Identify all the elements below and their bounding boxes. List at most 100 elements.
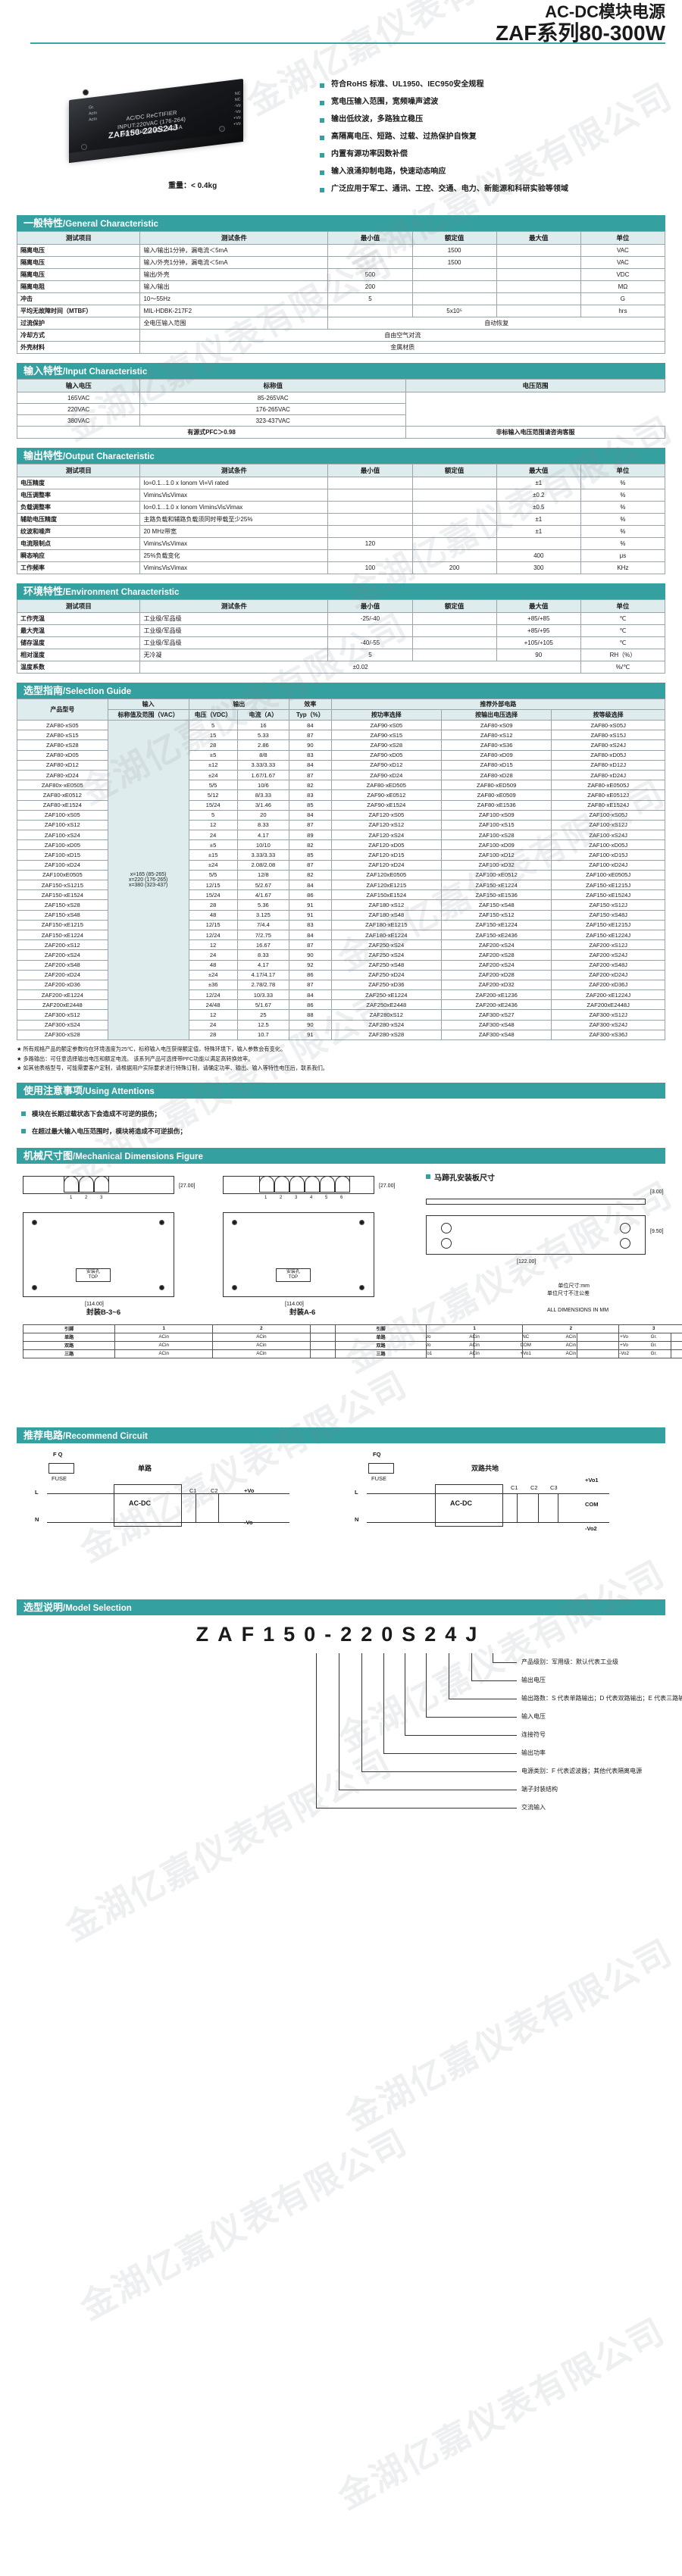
using-attentions-list: 模块在长期过载状态下会造成不可逆的损伤； 在超过最大输入电压范围时，模块将造成不… bbox=[17, 1109, 665, 1136]
bullet-square-icon bbox=[320, 170, 324, 175]
cell-model: ZAF300-xS28 bbox=[17, 1029, 108, 1041]
table-row: ZAF80-xD24 ±24 1.67/1.67 87 ZAF90-xD24 ZAF80-… bbox=[17, 769, 665, 781]
cell: hrs bbox=[580, 305, 666, 317]
cell-model: ZAF80-xE0512 bbox=[17, 789, 108, 801]
band-title-en: /Input Characteristic bbox=[63, 367, 148, 377]
cell: 金属材质 bbox=[139, 341, 665, 354]
cell: 90 bbox=[496, 649, 581, 661]
table-header-row: 产品型号 输入 输出 效率 推荐外部电路 bbox=[17, 699, 666, 721]
mounting-hole-icon bbox=[441, 1237, 452, 1249]
bullet-square-icon bbox=[320, 83, 324, 88]
pin-cell: ACin bbox=[425, 1349, 524, 1358]
screw-icon bbox=[359, 1219, 364, 1225]
cell: 过流保护 bbox=[16, 317, 141, 330]
band-title-cn: 一般特性 bbox=[23, 217, 64, 229]
cell: 88 bbox=[289, 1009, 332, 1021]
cell: ZAF200-xD32 bbox=[440, 979, 552, 991]
cell: ZAF90-xE0512 bbox=[330, 789, 442, 801]
cell: 3/1.46 bbox=[236, 799, 290, 811]
cell: ZAF80-xD09 bbox=[440, 749, 552, 761]
circuit-cap-wire-2 bbox=[538, 1493, 539, 1522]
note-line: ★ 如其他表格型号，可能需要客户定制，请根据用户实际要求进行特殊订制，请确定功率… bbox=[17, 1064, 328, 1072]
mounting-hole-icon bbox=[441, 1222, 452, 1233]
table-row: ZAF80-xE0512 5/12 8/3.33 83 ZAF90-xE0512 ZAF8… bbox=[17, 789, 665, 801]
cell: ZAF150-xE1224 bbox=[440, 919, 552, 930]
cell bbox=[411, 280, 497, 293]
cell bbox=[327, 477, 413, 489]
pin-label: +Vo bbox=[233, 121, 241, 127]
table-row: 隔离电阻 输入/输出 200 MΩ bbox=[16, 280, 666, 293]
circuit-left-title: 单路 bbox=[138, 1464, 152, 1472]
col-header-input: 输入 bbox=[107, 699, 189, 710]
cell: 87 bbox=[289, 859, 332, 871]
cell: 48 bbox=[188, 959, 238, 971]
circuit-cap-wire-2 bbox=[218, 1493, 219, 1522]
title-cn: AC-DC模块电源 bbox=[545, 2, 665, 21]
attention-item: 在超过最大输入电压范围时，模块将造成不可逆损伤； bbox=[21, 1127, 665, 1136]
cell: 纹波和噪声 bbox=[16, 525, 141, 538]
feature-text: 输出低纹波，多路独立稳压 bbox=[331, 115, 424, 123]
section-band-using-attentions: 使用注意事项/Using Attentions bbox=[17, 1082, 665, 1099]
cell: 8/8 bbox=[236, 749, 290, 761]
leader-line-vertical bbox=[383, 1652, 384, 1753]
cell: 10.7 bbox=[236, 1029, 290, 1041]
model-code-row: ZAF150-220S24J bbox=[17, 1623, 665, 1646]
circuit-fq-label: FQ bbox=[373, 1450, 381, 1458]
table-row: ZAF200-xS48 48 4.17 92 ZAF250-xS48 ZAF200-xS2… bbox=[17, 959, 665, 971]
cell-model: ZAF200-xS24 bbox=[17, 949, 108, 961]
bullet-square-icon bbox=[320, 153, 324, 158]
cell-model: ZAF150-xE1215 bbox=[17, 919, 108, 930]
table-row: 相对湿度 无冷凝 5 90 RH（%） bbox=[16, 649, 666, 661]
code-char: J bbox=[465, 1622, 486, 1646]
cell: ZAF80-xE1524J bbox=[551, 799, 665, 811]
cell: ZAF120-xD24 bbox=[330, 859, 442, 871]
cell-model: ZAF80-xE1524 bbox=[17, 799, 108, 811]
cell-model: ZAF100-xS05 bbox=[17, 809, 108, 821]
cell: ±5 bbox=[188, 749, 238, 761]
cell: ZAF250xE2448 bbox=[330, 999, 442, 1011]
pin-cell: 三路 bbox=[335, 1349, 427, 1358]
circuit-fuse-box bbox=[48, 1462, 74, 1474]
cell: ZAF250-xD36 bbox=[330, 979, 442, 991]
col-header: 标称值 bbox=[139, 379, 406, 392]
cell: -25/-40 bbox=[327, 612, 413, 625]
cell: 10/10 bbox=[236, 839, 290, 851]
pin-cell: ACin bbox=[212, 1349, 311, 1358]
cell bbox=[411, 489, 497, 502]
note-line: ★ 多路输出：可任意选择输出电压和额定电流。 该系列产品可选择带PFC功能以满足… bbox=[17, 1055, 254, 1062]
col-header: 测试项目 bbox=[16, 464, 141, 477]
bullet-square-icon bbox=[320, 136, 324, 140]
feature-text: 输入浪涌抑制电路，快速动态响应 bbox=[331, 167, 446, 176]
pin-table-right: 引脚123456单路ACinACinGr.+VoNC-Vo双路ACinACinG… bbox=[335, 1324, 682, 1358]
cell: ℃ bbox=[580, 624, 666, 637]
cell: -40/-55 bbox=[327, 636, 413, 649]
cell: ±0.02 bbox=[139, 661, 581, 674]
cell: ±5 bbox=[188, 839, 238, 851]
cell: 电压调整率 bbox=[16, 489, 141, 502]
code-char: 220 bbox=[340, 1622, 402, 1646]
leader-line-vertical bbox=[361, 1652, 362, 1771]
circuit-fuse-label: FUSE bbox=[371, 1474, 387, 1482]
screw-icon bbox=[159, 1219, 164, 1225]
cell: 温度系数 bbox=[16, 661, 141, 674]
leader-line-horizontal bbox=[405, 1734, 517, 1736]
cell: ZAF150-xE1524J bbox=[551, 889, 665, 901]
circuit-c2-label: C2 bbox=[530, 1483, 538, 1491]
row-label-input-voltage: 输入电压 bbox=[16, 379, 141, 392]
pin-cell: Gr. bbox=[618, 1332, 682, 1342]
col-header: 额定值 bbox=[411, 464, 497, 477]
cell bbox=[411, 477, 497, 489]
table-row: ZAF150-xS1215 12/15 5/2.67 84 ZAF120xE1215 ZA… bbox=[17, 879, 665, 891]
cell: ZAF80-xS15J bbox=[551, 730, 665, 741]
cell: ZAF300-xS48 bbox=[440, 1019, 552, 1030]
cell: ZAF280-xS24 bbox=[330, 1019, 442, 1030]
cell bbox=[496, 305, 581, 317]
cell: 28 bbox=[188, 1029, 238, 1041]
cell: 85 bbox=[289, 799, 332, 811]
cell: 24 bbox=[188, 830, 238, 841]
cell: ±12 bbox=[188, 759, 238, 771]
cell: ZAF80-xS12 bbox=[440, 730, 552, 741]
product-photo: AC/DC ReCTIFIER INPUT:220VAC (176-264) O… bbox=[58, 77, 252, 168]
cell: Vimin≤Vi≤Vimax bbox=[139, 537, 329, 550]
pin-cell: ACin bbox=[212, 1340, 311, 1350]
